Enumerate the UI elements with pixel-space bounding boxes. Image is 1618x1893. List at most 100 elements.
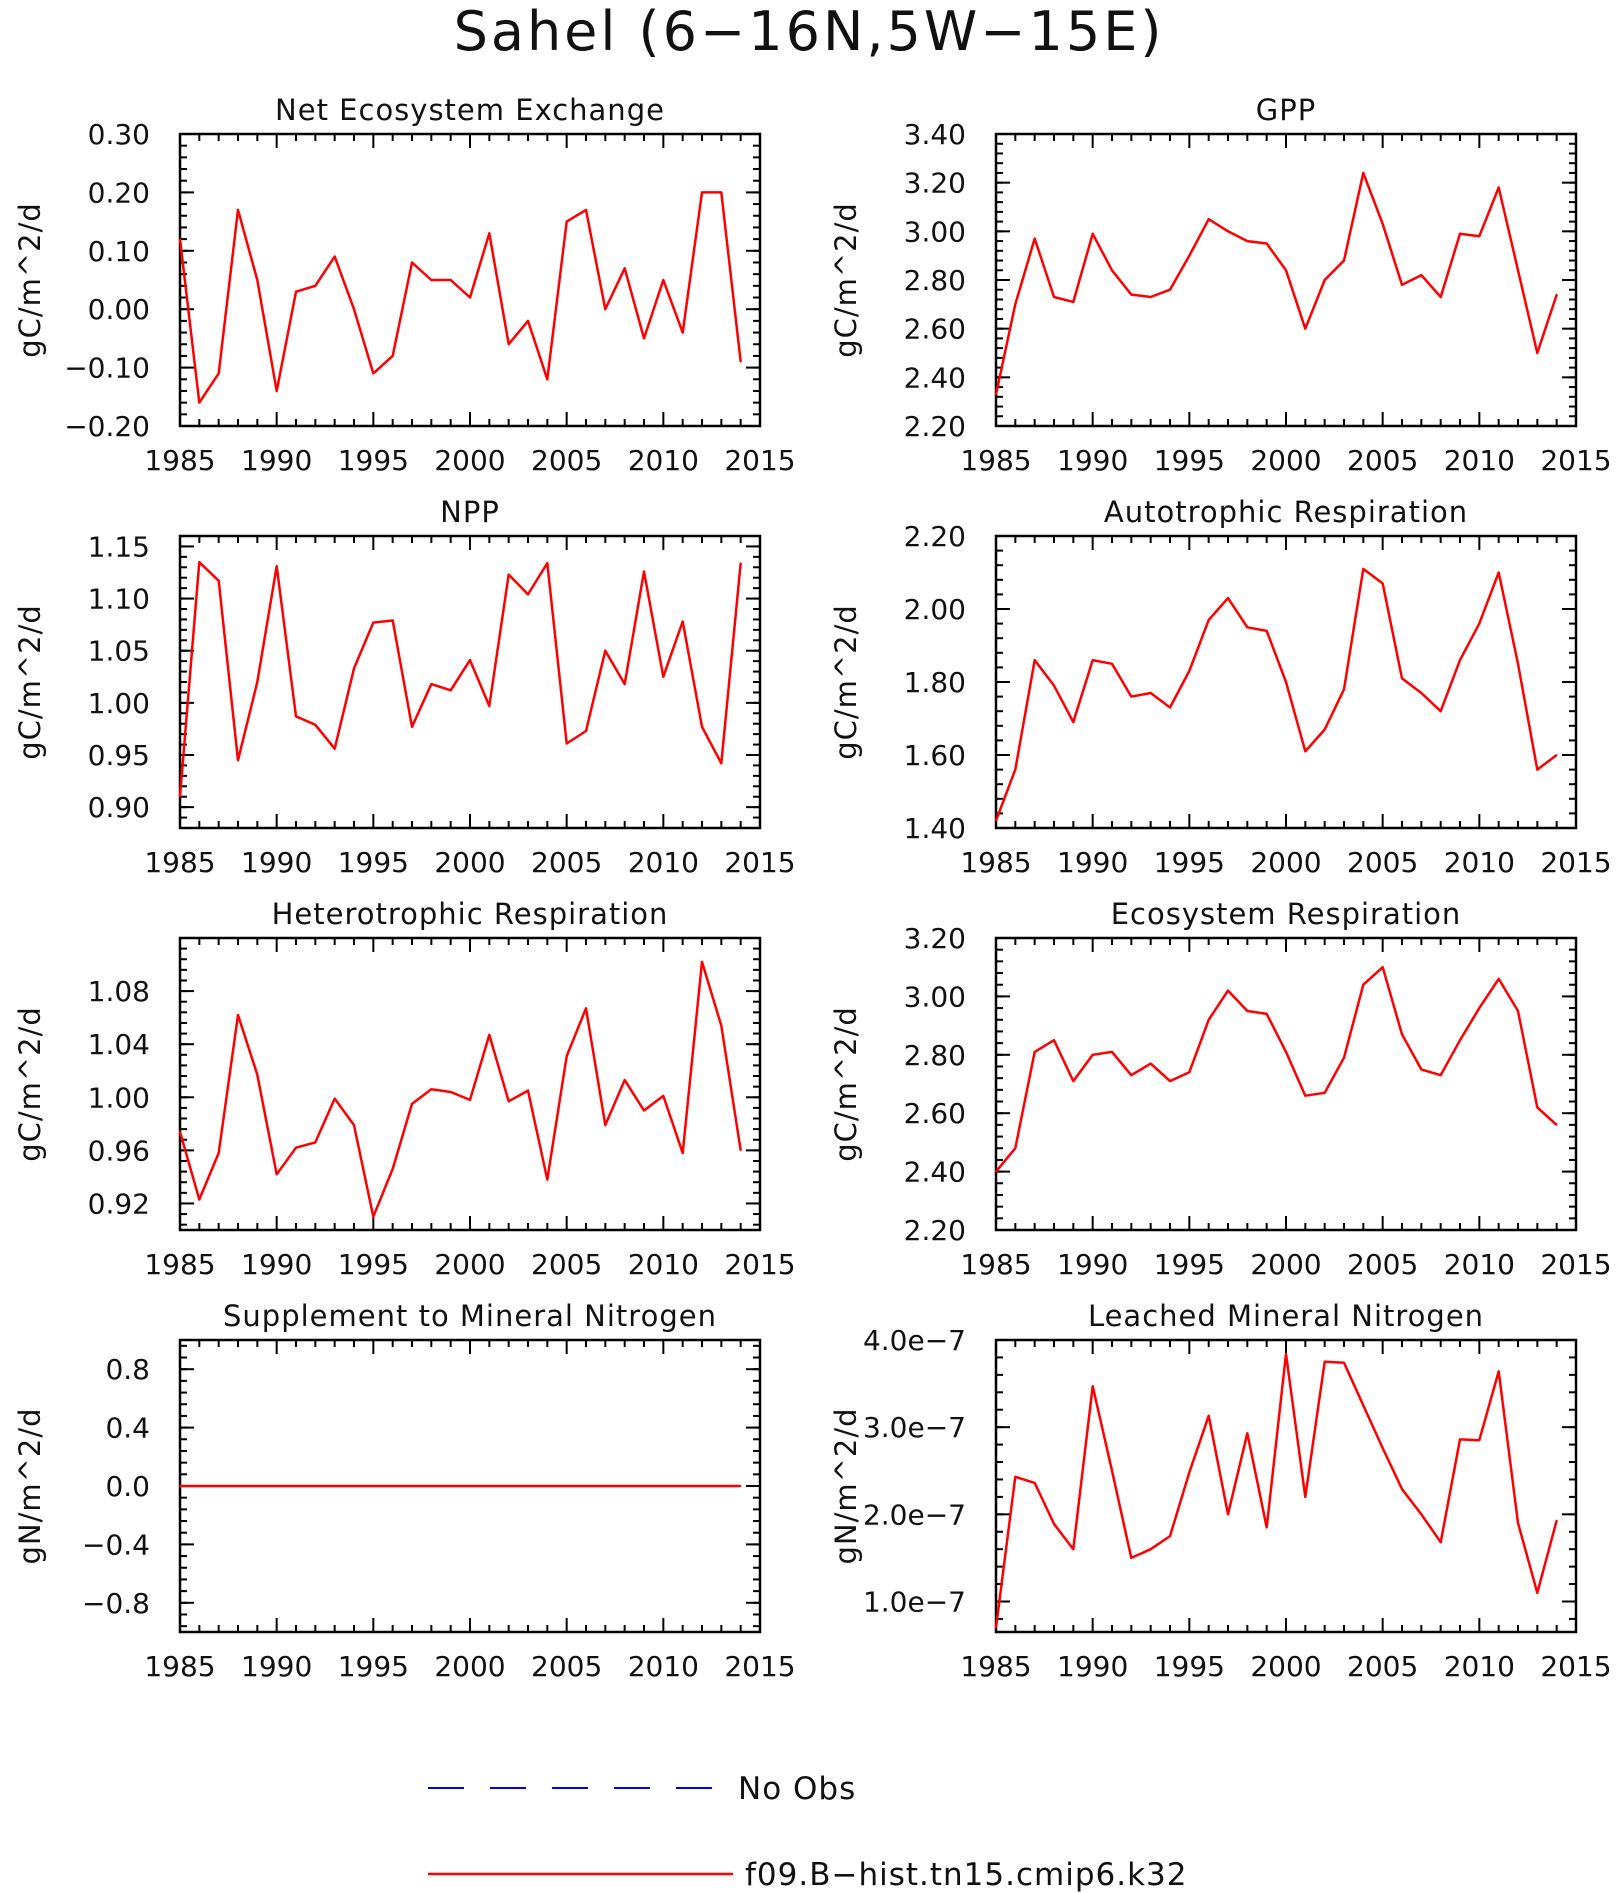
- data-point: [411, 1485, 413, 1487]
- data-point: [643, 1485, 645, 1487]
- data-point: [681, 620, 684, 623]
- x-tick-label: 1985: [960, 1248, 1031, 1281]
- data-point: [1227, 230, 1229, 233]
- y-tick-label: 3.40: [904, 118, 966, 151]
- x-tick-label: 2000: [434, 444, 505, 477]
- y-tick-label: 4.0e−7: [863, 1324, 966, 1357]
- data-point: [1401, 1488, 1403, 1490]
- data-point: [411, 261, 413, 264]
- panel-npp: NPP gC/m^2/d 1985 1990 1995 2000 2005 2010 2015 0…: [13, 495, 796, 879]
- data-point: [430, 279, 433, 281]
- x-tick-label: 1995: [1154, 1650, 1225, 1683]
- y-tick-label: 3.00: [904, 215, 966, 248]
- panel-title: Ecosystem Respiration: [1111, 897, 1462, 931]
- y-axis-label: gC/m^2/d: [829, 604, 863, 760]
- data-point: [1265, 630, 1268, 632]
- panel-title: Leached Mineral Nitrogen: [1088, 1299, 1484, 1333]
- data-point: [565, 1485, 568, 1487]
- y-tick-label: 3.0e−7: [863, 1411, 966, 1444]
- data-point: [565, 1055, 568, 1057]
- data-point: [198, 401, 201, 404]
- data-point: [256, 681, 259, 683]
- y-tick-label: 3.00: [904, 980, 966, 1013]
- data-point: [1343, 1056, 1345, 1059]
- data-point: [430, 683, 433, 685]
- panel-heterotrophic-respiration: Heterotrophic Respiration gC/m^2/d 1985 199…: [13, 897, 796, 1281]
- data-point: [1478, 1007, 1481, 1009]
- series-line: [994, 567, 1558, 822]
- panel-leached-mineral-nitrogen: Leached Mineral Nitrogen gN/m^2/d 1985 1990…: [829, 1299, 1612, 1683]
- x-tick-label: 1985: [960, 1650, 1031, 1683]
- data-point: [1323, 1361, 1326, 1363]
- data-point: [217, 372, 220, 375]
- x-tick-label: 1995: [1154, 846, 1225, 879]
- data-point: [198, 561, 201, 563]
- y-tick-label: 2.00: [904, 593, 966, 626]
- data-point: [1401, 1033, 1403, 1036]
- data-point: [1285, 1051, 1287, 1053]
- data-point: [1343, 688, 1345, 691]
- plot-frame: [994, 936, 1578, 1232]
- y-tick-label: 1.08: [88, 975, 150, 1008]
- data-point: [314, 724, 317, 726]
- data-point: [1149, 1062, 1152, 1065]
- data-point: [701, 1485, 703, 1487]
- data-point: [546, 378, 549, 381]
- x-tick-label: 2010: [1444, 1650, 1515, 1683]
- data-point: [1207, 1019, 1210, 1021]
- data-point: [391, 1485, 394, 1487]
- data-point: [623, 267, 626, 270]
- data-point: [507, 1485, 510, 1487]
- data-point: [333, 255, 336, 258]
- y-tick-label: 2.40: [904, 1156, 966, 1189]
- data-point: [237, 1485, 239, 1487]
- y-tick-label: 0.20: [88, 176, 150, 209]
- y-tick-label: 2.40: [904, 361, 966, 394]
- x-tick-label: 1990: [1057, 444, 1128, 477]
- data-point: [1420, 692, 1423, 694]
- data-point: [237, 1014, 239, 1016]
- plot-frame: [178, 936, 762, 1232]
- y-axis-label: gC/m^2/d: [829, 1006, 863, 1162]
- panel-title: Supplement to Mineral Nitrogen: [223, 1299, 717, 1333]
- x-tick-label: 2005: [1347, 444, 1418, 477]
- data-point: [1497, 186, 1500, 189]
- data-point: [1478, 622, 1481, 625]
- x-tick-label: 2015: [724, 444, 795, 477]
- y-tick-label: 1.05: [88, 635, 150, 668]
- y-tick-label: 2.20: [904, 410, 966, 443]
- data-point: [739, 1149, 742, 1152]
- data-point: [1517, 1010, 1519, 1012]
- x-tick-label: 1985: [144, 1248, 215, 1281]
- data-point: [565, 220, 568, 223]
- data-point: [527, 593, 529, 596]
- data-point: [256, 279, 259, 281]
- data-point: [1149, 1548, 1152, 1550]
- data-point: [1207, 1415, 1210, 1417]
- x-tick-label: 2015: [1540, 1248, 1611, 1281]
- data-point: [1478, 1439, 1481, 1441]
- data-point: [1169, 706, 1171, 709]
- data-point: [449, 279, 452, 281]
- data-point: [1111, 1469, 1113, 1472]
- series-line: [995, 965, 1558, 1173]
- y-axis-label: gN/m^2/d: [13, 1407, 47, 1564]
- x-tick-label: 1995: [338, 1248, 409, 1281]
- x-tick-label: 2015: [724, 1248, 795, 1281]
- data-point: [995, 1626, 997, 1629]
- y-tick-label: 0.10: [88, 235, 150, 268]
- data-point: [720, 1024, 723, 1027]
- data-point: [449, 1091, 452, 1093]
- y-tick-label: 1.10: [88, 583, 150, 616]
- y-tick-label: −0.20: [64, 410, 150, 443]
- data-point: [179, 238, 181, 240]
- data-point: [469, 296, 471, 299]
- data-point: [1188, 1471, 1191, 1474]
- data-point: [604, 649, 607, 652]
- panel-net-ecosystem-exchange: Net Ecosystem Exchange gC/m^2/d 1985 1990 19…: [13, 93, 796, 477]
- data-point: [1188, 670, 1191, 672]
- x-tick-label: 1985: [144, 1650, 215, 1683]
- data-point: [256, 1485, 259, 1487]
- data-point: [585, 209, 587, 211]
- data-point: [681, 1485, 684, 1487]
